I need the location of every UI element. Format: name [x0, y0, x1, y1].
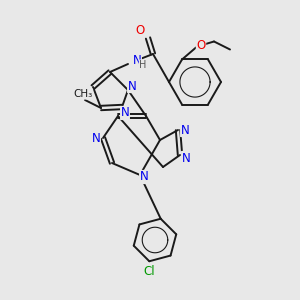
Text: N: N — [181, 124, 189, 136]
Text: O: O — [135, 23, 145, 37]
Text: N: N — [121, 106, 129, 119]
Text: N: N — [133, 53, 141, 67]
Text: Cl: Cl — [143, 265, 155, 278]
Text: O: O — [196, 39, 206, 52]
Text: N: N — [128, 80, 136, 92]
Text: H: H — [139, 60, 147, 70]
Text: N: N — [92, 131, 100, 145]
Text: N: N — [140, 170, 148, 184]
Text: CH₃: CH₃ — [74, 89, 93, 99]
Text: N: N — [182, 152, 190, 164]
